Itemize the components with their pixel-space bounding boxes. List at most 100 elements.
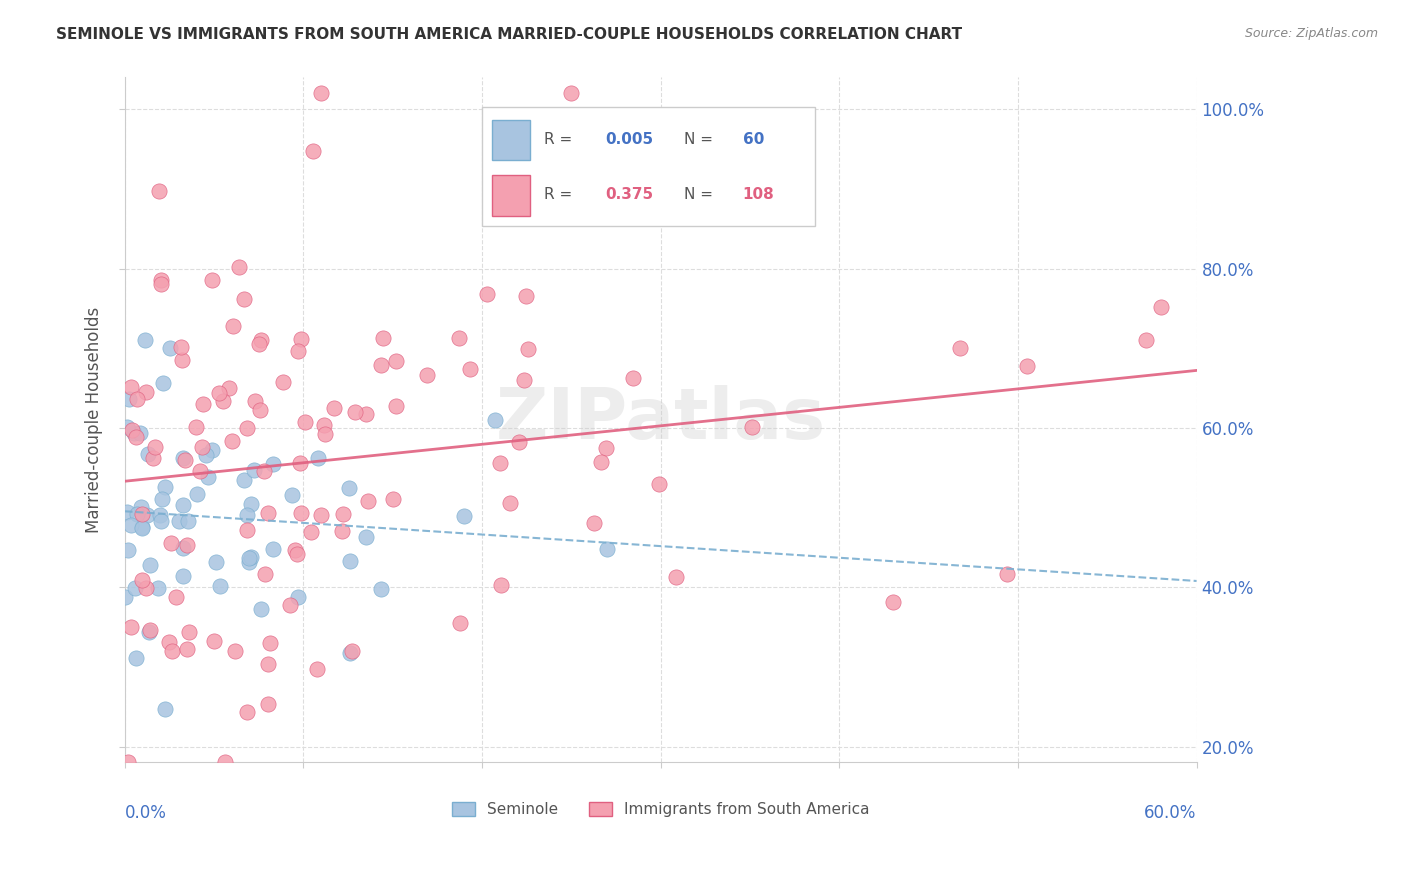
Point: [278, 599, 301, 613]
Point: [176, 538, 198, 552]
Point: [238, 555, 260, 569]
Point: [177, 514, 200, 528]
Point: [508, 434, 530, 449]
Point: [290, 506, 312, 520]
Point: [344, 405, 367, 419]
Point: [995, 566, 1018, 581]
Point: [415, 368, 437, 382]
Point: [193, 396, 215, 410]
Point: [337, 481, 360, 495]
Point: [221, 434, 243, 448]
Point: [249, 402, 271, 417]
Point: [370, 582, 392, 597]
Point: [339, 554, 361, 568]
Point: [247, 336, 270, 351]
Point: [332, 507, 354, 521]
Point: [218, 381, 240, 395]
Point: [741, 419, 763, 434]
Point: [250, 333, 273, 347]
Point: [172, 352, 194, 367]
Point: [236, 523, 259, 537]
Point: [484, 413, 506, 427]
Point: [647, 476, 669, 491]
Point: [118, 392, 141, 406]
Point: [209, 579, 232, 593]
Point: [172, 569, 194, 583]
Point: [356, 408, 378, 422]
Point: [114, 591, 136, 605]
Point: [323, 401, 346, 415]
Point: [311, 87, 333, 101]
Point: [262, 541, 284, 556]
Point: [188, 464, 211, 478]
Point: [949, 341, 972, 355]
Point: [340, 644, 363, 658]
Point: [138, 624, 160, 639]
Point: [305, 661, 328, 675]
Point: [152, 376, 174, 391]
Point: [288, 456, 311, 470]
Point: [354, 530, 377, 544]
Point: [253, 464, 276, 478]
Point: [280, 488, 302, 502]
Point: [665, 570, 688, 584]
Point: [330, 524, 353, 538]
Text: 60.0%: 60.0%: [1144, 804, 1197, 822]
Point: [235, 508, 257, 522]
Y-axis label: Married-couple Households: Married-couple Households: [86, 307, 103, 533]
Point: [131, 573, 153, 587]
Point: [589, 455, 612, 469]
Point: [134, 333, 156, 347]
Point: [172, 451, 194, 466]
Point: [458, 362, 481, 376]
Point: [124, 425, 146, 440]
Point: [191, 440, 214, 454]
Point: [582, 516, 605, 531]
Point: [513, 373, 536, 387]
Point: [131, 508, 153, 522]
Point: [516, 342, 538, 356]
Text: 0.0%: 0.0%: [125, 804, 167, 822]
Point: [149, 273, 172, 287]
Point: [339, 646, 361, 660]
Point: [238, 551, 260, 566]
Point: [263, 458, 285, 472]
Point: [211, 394, 233, 409]
Point: [153, 480, 176, 494]
Point: [160, 643, 183, 657]
Point: [174, 453, 197, 467]
Point: [160, 535, 183, 549]
Point: [135, 385, 157, 400]
Point: [138, 447, 160, 461]
Point: [208, 386, 231, 401]
Point: [142, 451, 165, 466]
Point: [287, 343, 309, 358]
Point: [257, 657, 280, 671]
Point: [172, 498, 194, 512]
Point: [197, 470, 219, 484]
Point: [385, 399, 408, 413]
Point: [120, 620, 142, 634]
Point: [167, 514, 190, 528]
Point: [228, 260, 250, 275]
Point: [170, 340, 193, 354]
Point: [1017, 359, 1039, 374]
Point: [595, 441, 617, 455]
Point: [177, 625, 200, 640]
Legend: Seminole, Immigrants from South America: Seminole, Immigrants from South America: [446, 796, 876, 823]
Point: [124, 430, 146, 444]
Point: [125, 392, 148, 406]
Point: [195, 448, 218, 462]
Point: [287, 590, 309, 604]
Point: [314, 427, 336, 442]
Point: [224, 644, 246, 658]
Point: [139, 623, 162, 637]
Point: [285, 547, 308, 561]
Point: [245, 394, 267, 409]
Point: [131, 521, 153, 535]
Point: [150, 514, 173, 528]
Point: [498, 496, 520, 510]
Point: [172, 541, 194, 556]
Point: [560, 87, 582, 101]
Point: [155, 702, 177, 716]
